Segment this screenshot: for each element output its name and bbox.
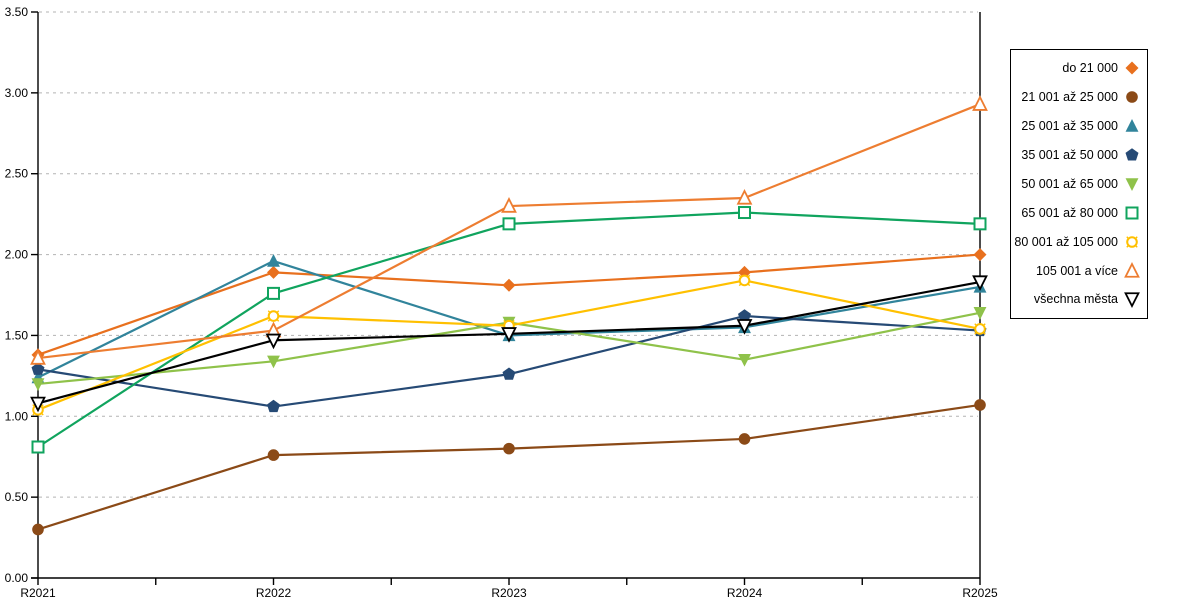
x-tick-label: R2024	[727, 586, 763, 600]
y-tick-label: 3.50	[5, 5, 29, 19]
marker-do-21-000-R2023	[502, 278, 516, 292]
marker-35-001-a-50-000-R2023	[502, 367, 516, 380]
marker-35-001-a-50-000-R2024	[738, 309, 751, 322]
legend-label: 21 001 až 25 000	[1021, 90, 1118, 105]
legend-item-80-001-a-105-000[interactable]: 80 001 až 105 000	[1013, 228, 1141, 256]
x-tick-label: R2023	[491, 586, 527, 600]
y-tick-label: 1.50	[5, 328, 29, 342]
legend-label: 65 001 až 80 000	[1021, 205, 1118, 220]
x-tick-label: R2025	[962, 586, 998, 600]
marker-do-21-000-R2022	[267, 265, 280, 279]
series-21-001-a-25-000	[32, 399, 986, 536]
legend-marker-circle-open-ticked	[1126, 235, 1138, 248]
legend-label: všechna města	[1033, 292, 1118, 307]
y-tick-label: 2.00	[5, 248, 29, 262]
series-105-001-a-vce	[30, 95, 988, 365]
series-line-80-001-a-105-000	[36, 279, 982, 411]
marker-vechna-msta-R2022	[265, 333, 282, 350]
marker-21-001-a-25-000-R2021	[32, 523, 44, 536]
marker-35-001-a-50-000-R2021	[31, 362, 45, 375]
marker-80-001-a-105-000-R2025	[974, 323, 986, 335]
marker-105-001-a-vce-R2024	[736, 188, 753, 205]
marker-do-21-000-R2024	[738, 265, 751, 279]
marker-vechna-msta-R2024	[736, 319, 753, 335]
y-tick-label: 2.50	[5, 167, 29, 181]
legend-marker-triangle-down-open	[1124, 292, 1140, 309]
legend-marker-diamond-filled	[1125, 61, 1139, 75]
marker-vechna-msta-R2021	[30, 396, 46, 413]
series-65-001-a-80-000	[31, 206, 987, 454]
x-tick-label: R2021	[20, 586, 56, 600]
marker-80-001-a-105-000-R2022	[267, 310, 280, 322]
legend-item-do-21-000[interactable]: do 21 000	[1013, 54, 1141, 82]
legend-marker-square-open	[1125, 206, 1139, 220]
y-tick-label: 1.00	[5, 409, 29, 423]
marker-50-001-a-65-000-R2021	[31, 378, 45, 391]
marker-80-001-a-105-000-R2024	[738, 274, 751, 287]
legend: do 21 000 21 001 až 25 000 25 001 až 35 00…	[1010, 49, 1148, 319]
marker-65-001-a-80-000-R2022	[267, 286, 280, 300]
marker-50-001-a-65-000-R2024	[738, 353, 751, 367]
marker-50-001-a-65-000-R2022	[267, 355, 280, 369]
legend-label: 50 001 až 65 000	[1021, 176, 1118, 191]
legend-label: 105 001 a více	[1035, 263, 1118, 278]
legend-item-65-001-a-80-000[interactable]: 65 001 až 80 000	[1013, 199, 1141, 227]
marker-65-001-a-80-000-R2024	[738, 206, 751, 220]
legend-marker-triangle-down-filled	[1125, 178, 1139, 191]
marker-65-001-a-80-000-R2021	[31, 440, 45, 454]
legend-marker-triangle-up-filled	[1125, 119, 1139, 132]
legend-item-25-001-a-35-000[interactable]: 25 001 až 35 000	[1013, 112, 1141, 140]
marker-do-21-000-R2025	[973, 248, 987, 262]
marker-35-001-a-50-000-R2022	[267, 399, 280, 413]
legend-item-21-001-a-25-000[interactable]: 21 001 až 25 000	[1013, 83, 1141, 111]
series-do-21-000	[31, 248, 987, 362]
series-line-21-001-a-25-000	[36, 403, 982, 531]
legend-item-50-001-a-65-000[interactable]: 50 001 až 65 000	[1013, 170, 1141, 198]
marker-65-001-a-80-000-R2025	[973, 217, 987, 231]
legend-label: 35 001 až 50 000	[1021, 148, 1118, 163]
legend-item-105-001-a-vce[interactable]: 105 001 a více	[1013, 257, 1141, 285]
marker-21-001-a-25-000-R2023	[503, 442, 515, 455]
legend-label: 25 001 až 35 000	[1021, 119, 1118, 134]
marker-vechna-msta-R2023	[501, 327, 517, 343]
legend-item-35-001-a-50-000[interactable]: 35 001 až 50 000	[1013, 141, 1141, 169]
series-vechna-msta	[30, 275, 988, 413]
legend-marker-pentagon-filled	[1125, 148, 1139, 161]
marker-105-001-a-vce-R2023	[501, 197, 517, 213]
marker-25-001-a-35-000-R2022	[267, 254, 280, 267]
x-tick-label: R2022	[256, 586, 292, 600]
marker-50-001-a-65-000-R2025	[973, 307, 987, 320]
y-tick-label: 0.00	[5, 571, 29, 585]
legend-marker-triangle-up-open	[1124, 261, 1140, 278]
marker-105-001-a-vce-R2021	[30, 349, 46, 365]
legend-label: 80 001 až 105 000	[1014, 234, 1118, 249]
series-80-001-a-105-000	[32, 274, 986, 416]
marker-21-001-a-25-000-R2025	[974, 399, 986, 411]
legend-item-vechna-msta[interactable]: všechna města	[1013, 285, 1141, 313]
y-tick-label: 3.00	[5, 86, 29, 100]
marker-105-001-a-vce-R2025	[972, 95, 988, 111]
legend-marker-circle-filled	[1126, 91, 1138, 104]
marker-21-001-a-25-000-R2022	[267, 449, 280, 461]
y-tick-label: 0.50	[5, 490, 29, 504]
marker-21-001-a-25-000-R2024	[738, 433, 751, 445]
marker-vechna-msta-R2025	[972, 275, 988, 292]
legend-label: do 21 000	[1062, 61, 1118, 76]
marker-65-001-a-80-000-R2023	[502, 217, 516, 231]
